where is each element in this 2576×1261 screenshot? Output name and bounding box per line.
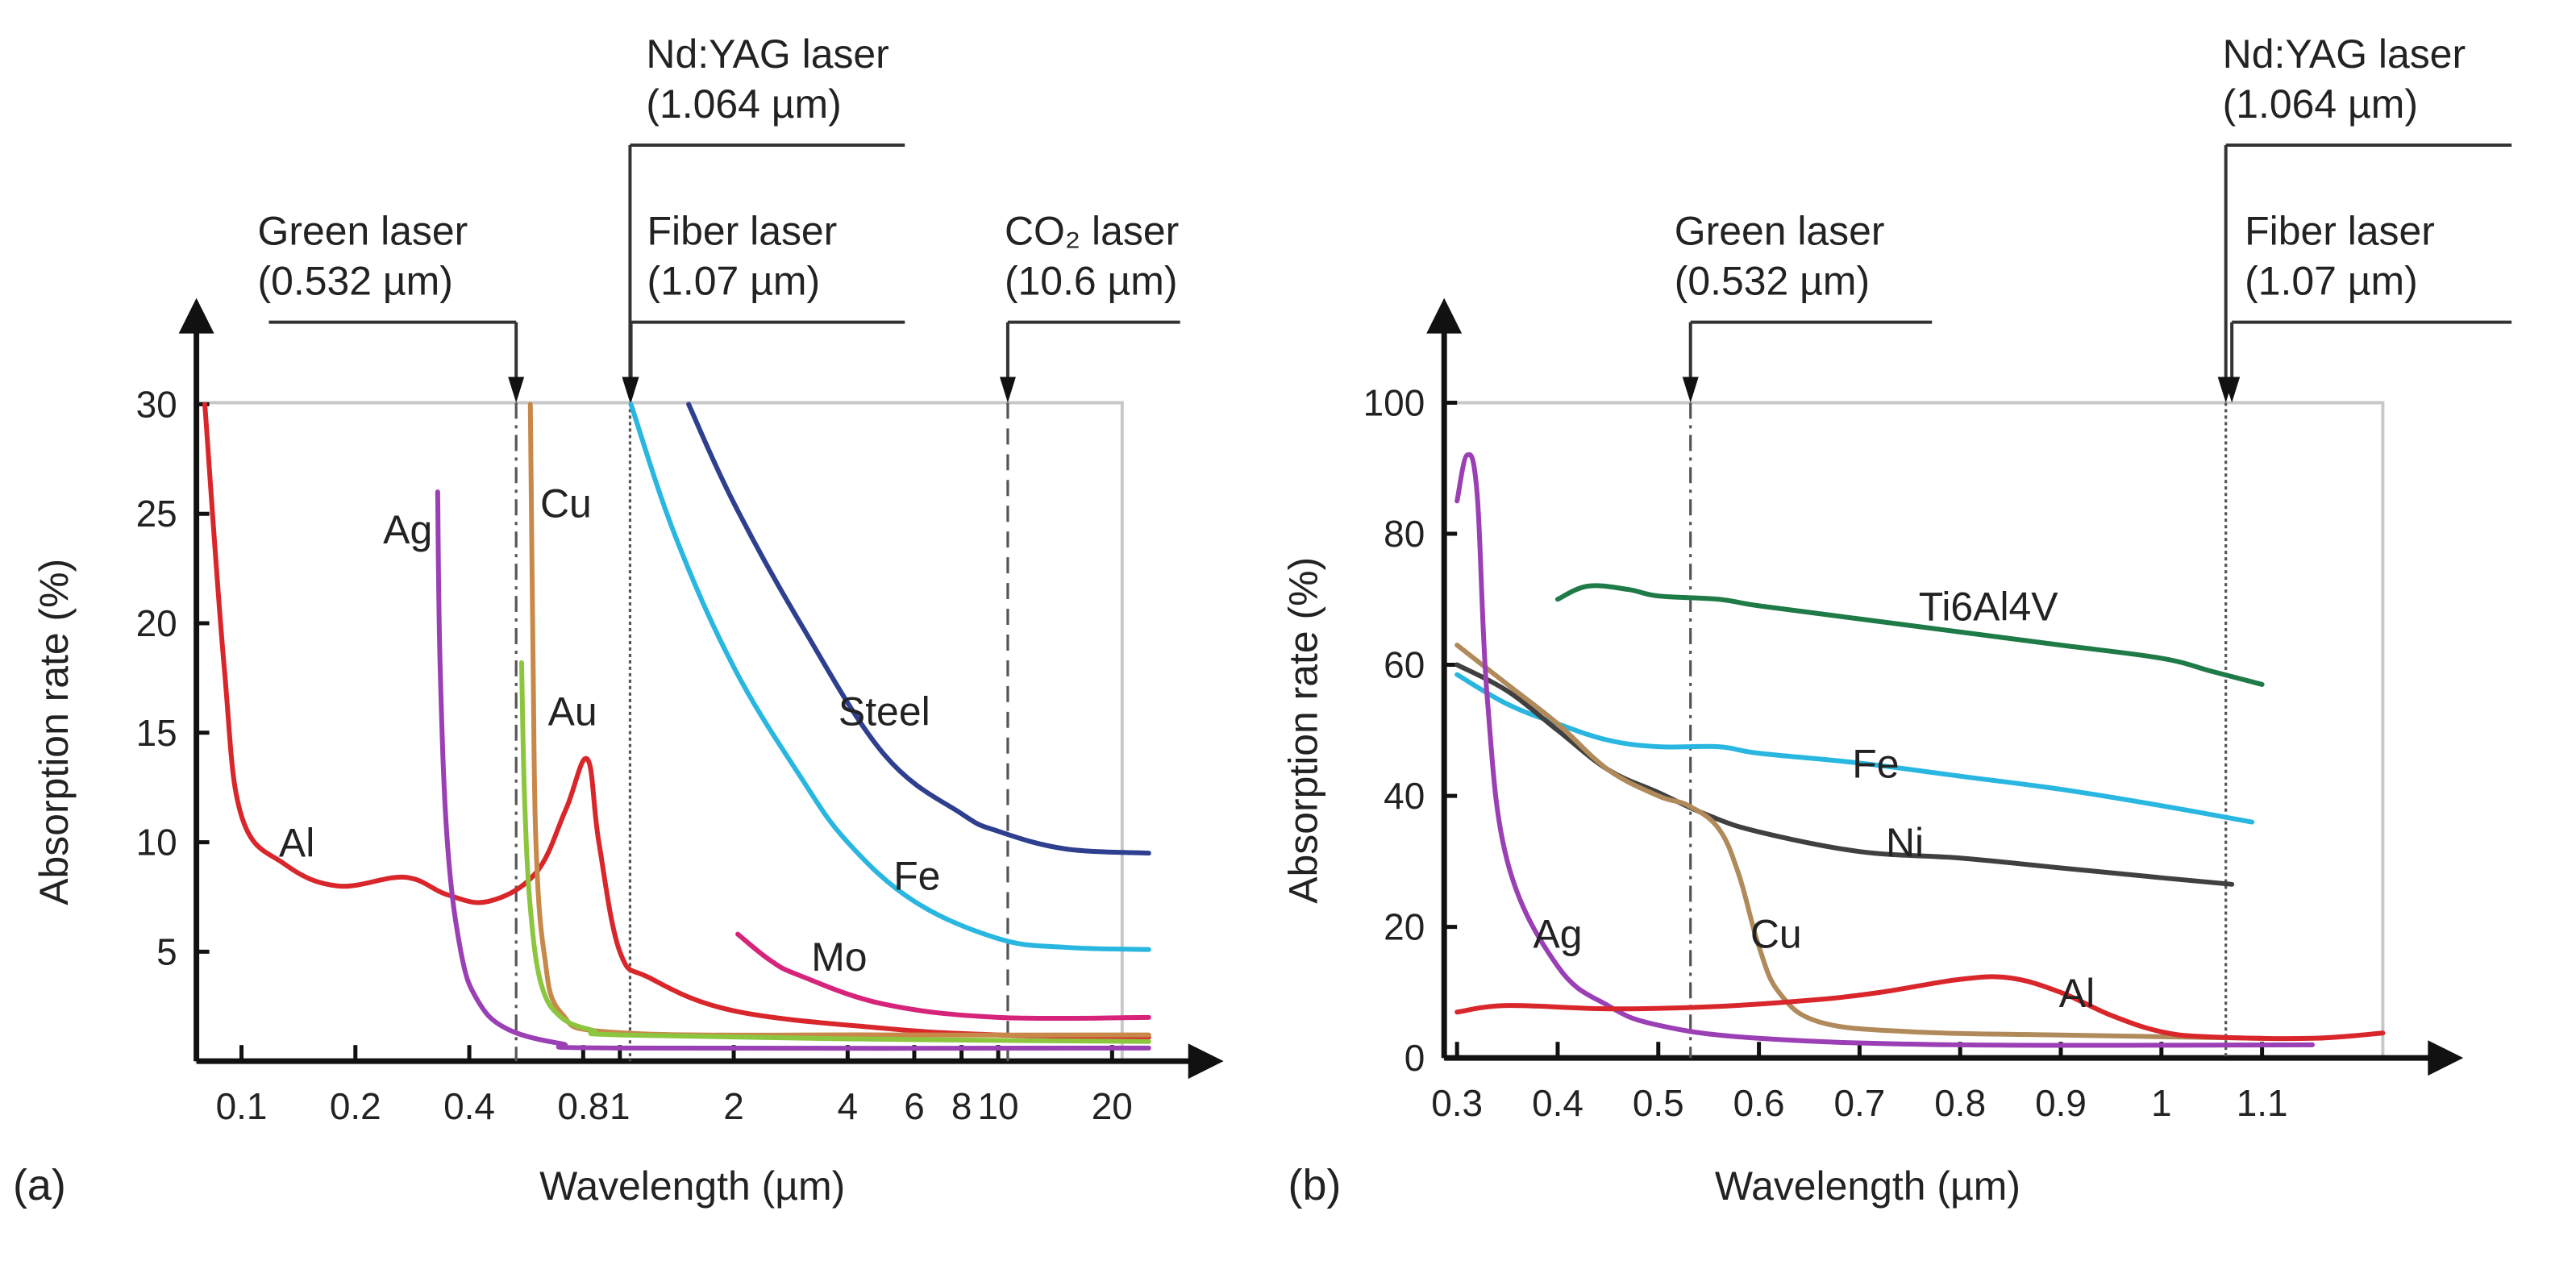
laser-wavelength: (1.064 µm) [646, 81, 841, 127]
chart-b: 0 20 40 60 80 100 0.3 0.4 0.5 0.6 0.7 0.8 0.9 1 1.1 Abs… [1280, 31, 2512, 1209]
series-mo [735, 931, 1151, 1022]
laser-wavelength: (1.064 µm) [2223, 81, 2418, 127]
y-axis-label: Absorption rate (%) [31, 559, 77, 905]
y-tick-label: 5 [156, 930, 177, 972]
laser-arrow-icon [2224, 377, 2241, 403]
laser-wavelength: (1.07 µm) [647, 259, 821, 304]
x-tick-label: 0.4 [1532, 1082, 1583, 1124]
laser-wavelength: (10.6 µm) [1005, 259, 1178, 304]
x-tick-label: 0.4 [443, 1085, 495, 1127]
y-tick-label: 60 [1384, 644, 1425, 686]
y-tick-label: 10 [136, 822, 177, 864]
series-ti6al4v [1554, 583, 2265, 687]
y-tick-label: 20 [1384, 906, 1425, 948]
x-tick-label: 0.8 [1934, 1082, 1986, 1124]
x-tick-label: 1.1 [2237, 1082, 2288, 1124]
panel-label: (a) [13, 1161, 66, 1209]
plot-frame [194, 401, 1124, 1063]
x-tick-label: 20 [1092, 1085, 1133, 1127]
series-al [202, 402, 1151, 1040]
series-label-ni: Ni [1886, 820, 1924, 865]
laser-wavelength: (0.532 µm) [258, 259, 453, 304]
x-tick-label: 0.5 [1633, 1082, 1684, 1124]
laser-wavelength: (0.532 µm) [1675, 259, 1870, 304]
x-tick-label: 1 [610, 1085, 630, 1127]
series-label-au: Au [548, 689, 597, 735]
y-tick-label: 30 [136, 383, 177, 425]
laser-name: CO₂ laser [1005, 209, 1179, 254]
laser-arrow-icon [1682, 377, 1699, 403]
laser-arrow-icon [508, 377, 525, 403]
series-al [1454, 974, 2386, 1042]
y-tick-label: 100 [1363, 381, 1425, 423]
y-tick-label: 80 [1384, 513, 1425, 555]
laser-bracket [1005, 320, 1180, 381]
series-ni [1454, 662, 2235, 887]
laser-arrow-icon [622, 377, 639, 403]
series-label-al: Al [279, 821, 314, 866]
laser-name: Fiber laser [2245, 209, 2435, 254]
x-tick-label: 0.8 [557, 1085, 609, 1127]
y-axis-label: Absorption rate (%) [1280, 557, 1325, 904]
x-tick-label: 4 [838, 1085, 859, 1127]
x-tick-label: 6 [904, 1085, 925, 1127]
series-label-fe: Fe [893, 853, 940, 898]
panel-label: (b) [1288, 1161, 1342, 1209]
series-label-cu: Cu [1750, 912, 1802, 957]
series-label-ag: Ag [383, 507, 432, 552]
x-tick-label: 0.1 [216, 1085, 268, 1127]
y-tick-label: 0 [1405, 1037, 1425, 1079]
x-tick-label: 0.7 [1833, 1082, 1885, 1124]
series-label-al: Al [2059, 971, 2095, 1016]
plot-frame [1442, 401, 2385, 1060]
laser-name: Fiber laser [647, 209, 838, 254]
x-tick-label: 0.2 [330, 1085, 381, 1127]
series-label-fe: Fe [1852, 741, 1899, 786]
laser-name: Nd:YAG laser [646, 31, 888, 77]
series-label-cu: Cu [540, 481, 592, 526]
x-tick-label: 1 [2151, 1082, 2172, 1124]
x-tick-label: 10 [978, 1085, 1019, 1127]
x-tick-label: 2 [723, 1085, 744, 1127]
laser-bracket [629, 320, 905, 381]
laser-wavelength: (1.07 µm) [2245, 259, 2418, 304]
series-au [518, 660, 1151, 1044]
x-axis-arrow-icon [1188, 1043, 1224, 1080]
x-axis-label: Wavelength (µm) [1715, 1163, 2020, 1209]
laser-bracket [2224, 143, 2512, 381]
y-axis-arrow-icon [1426, 298, 1463, 334]
x-axis-arrow-icon [2428, 1040, 2464, 1076]
y-tick-label: 15 [136, 712, 177, 754]
series-cu [527, 402, 1151, 1038]
x-tick-label: 0.9 [2035, 1082, 2087, 1124]
laser-bracket [1688, 320, 1933, 381]
y-tick-label: 20 [136, 602, 177, 644]
laser-name: Green laser [258, 209, 468, 254]
y-axis-arrow-icon [178, 298, 214, 334]
x-tick-label: 8 [951, 1085, 972, 1127]
laser-name: Nd:YAG laser [2223, 31, 2466, 77]
laser-bracket [268, 320, 518, 381]
y-tick-label: 25 [136, 493, 177, 535]
x-tick-label: 0.3 [1431, 1082, 1483, 1124]
series-label-mo: Mo [811, 934, 867, 980]
series-label-ti6al4v: Ti6Al4V [1919, 584, 2059, 629]
series-ag [435, 489, 1151, 1051]
series-ag [1454, 452, 2316, 1048]
x-tick-label: 0.6 [1733, 1082, 1785, 1124]
series-fe [628, 402, 1151, 952]
laser-arrow-icon [999, 377, 1016, 403]
series-steel [686, 402, 1151, 856]
series-cu [1454, 643, 2265, 1041]
series-label-steel: Steel [839, 689, 930, 735]
x-axis-label: Wavelength (µm) [539, 1163, 845, 1209]
series-label-ag: Ag [1533, 912, 1582, 957]
y-tick-label: 40 [1384, 775, 1425, 817]
laser-name: Green laser [1675, 209, 1885, 254]
laser-bracket [2230, 320, 2512, 381]
